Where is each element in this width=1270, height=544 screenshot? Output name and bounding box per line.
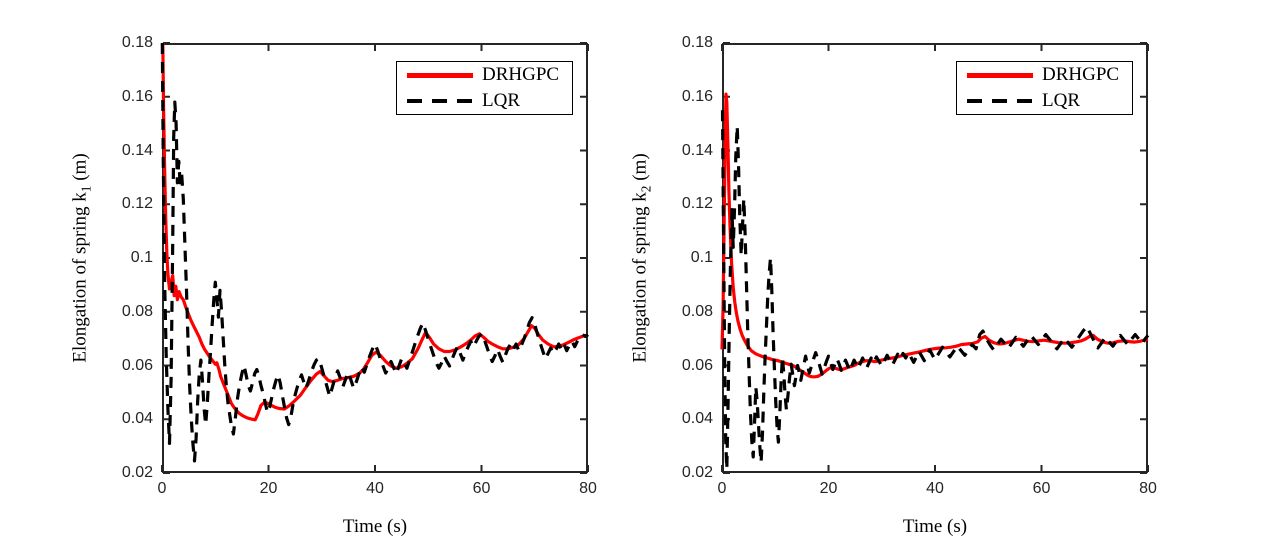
y-tick-label: 0.18 [681, 34, 713, 51]
legend-label-drhgpc: DRHGPC [1042, 64, 1120, 86]
y-tick-label: 0.04 [121, 410, 153, 428]
x-tick-label: 80 [579, 480, 597, 497]
lqr-curve [160, 42, 589, 463]
spring-k1-plot: Elongation of spring k1 (m) Time (s) DRH… [70, 35, 597, 537]
x-tick-label: 80 [1139, 480, 1157, 497]
legend: DRHGPC LQR [396, 61, 573, 115]
y-tick-label: 0.02 [681, 464, 713, 481]
legend-label-lqr: LQR [482, 90, 520, 111]
y-tick-label: 0.08 [681, 302, 713, 320]
x-tick-label: 40 [366, 480, 384, 497]
y-tick-label: 0.16 [121, 87, 153, 105]
solid-line-sample-icon [967, 72, 1033, 78]
legend-entry-lqr: LQR [967, 90, 1122, 112]
x-tick-label: 40 [926, 480, 944, 497]
solid-line-sample-icon [407, 72, 473, 78]
dashed-line-sample-icon [967, 98, 1033, 103]
x-tick-label: 60 [472, 480, 491, 497]
y-tick-label: 0.02 [121, 464, 153, 481]
y-tick-label: 0.16 [681, 87, 713, 105]
legend-entry-drhgpc: DRHGPC [407, 64, 562, 86]
x-tick-label: 60 [1032, 480, 1051, 497]
spring-k1-plot-canvas [160, 42, 589, 474]
dashed-line-sample-icon [407, 98, 473, 103]
y-axis-label-k1: Elongation of spring k1 (m) [69, 153, 94, 363]
spring-k2-plot: Elongation of spring k2 (m) Time (s) DRH… [630, 35, 1157, 537]
legend-label-lqr: LQR [1042, 90, 1080, 111]
y-axis-label-subscript: 2 [638, 185, 654, 193]
drhgpc-curve [161, 42, 589, 422]
y-axis-label-k2: Elongation of spring k2 (m) [629, 153, 654, 363]
y-axis-label-unit: (m) [69, 153, 91, 186]
y-tick-label: 0.06 [681, 356, 713, 374]
y-axis-label-text: Elongation of spring k [69, 192, 91, 363]
x-tick-label: 20 [259, 480, 278, 497]
y-tick-label: 0.12 [121, 195, 153, 213]
y-tick-label: 0.12 [681, 195, 713, 213]
y-tick-label: 0.06 [121, 356, 153, 374]
lqr-curve [720, 110, 1150, 471]
y-tick-label: 0.1 [690, 249, 713, 266]
x-axis-label: Time (s) [342, 516, 408, 537]
x-tick-label: 20 [819, 480, 838, 497]
drhgpc-curve [720, 92, 1149, 379]
y-tick-label: 0.08 [121, 302, 153, 320]
y-tick-label: 0.04 [681, 410, 713, 428]
x-tick-label: 0 [157, 480, 167, 497]
legend-entry-drhgpc: DRHGPC [967, 64, 1122, 86]
legend-entry-lqr: LQR [407, 90, 562, 112]
x-tick-label: 0 [717, 480, 727, 497]
y-tick-label: 0.1 [130, 249, 153, 266]
x-axis-label: Time (s) [902, 516, 968, 537]
y-axis-label-text: Elongation of spring k [629, 192, 651, 363]
y-tick-label: 0.14 [681, 141, 713, 159]
y-axis-label-subscript: 1 [78, 185, 94, 193]
y-axis-label-unit: (m) [629, 153, 651, 186]
y-tick-label: 0.18 [121, 34, 153, 51]
legend: DRHGPC LQR [956, 61, 1133, 115]
y-tick-label: 0.14 [121, 141, 153, 159]
spring-k2-plot-canvas [720, 42, 1150, 474]
legend-label-drhgpc: DRHGPC [482, 64, 560, 86]
